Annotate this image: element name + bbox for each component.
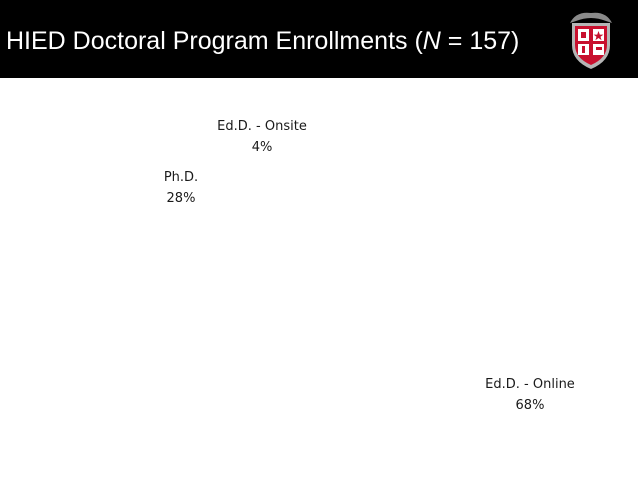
chart-title-n: N — [422, 27, 441, 55]
crest-star — [593, 31, 604, 41]
slice-category-phd: Ph.D. — [163, 170, 199, 185]
title-bar: HIED Doctoral Program Enrollments (N = 1… — [0, 0, 638, 78]
chart-title-prefix: HIED Doctoral Program Enrollments ( — [6, 27, 423, 55]
slice-percent-edd-online: 68% — [515, 398, 545, 413]
university-crest-logo — [570, 12, 612, 69]
slice-edd-online — [189, 117, 477, 419]
pie-chart — [189, 117, 491, 419]
chart-area: Ed.D. - Onsite 4% Ph.D. 28% Ed.D. - Onli… — [0, 78, 638, 479]
chart-title: HIED Doctoral Program Enrollments (N = 1… — [6, 25, 519, 57]
crest-mark-4 — [596, 47, 602, 50]
slice-category-edd-onsite: Ed.D. - Onsite — [217, 119, 307, 134]
slice-label-phd: Ph.D. 28% — [164, 167, 198, 209]
slice-percent-edd-onsite: 4% — [251, 140, 273, 155]
slice-label-edd-online: Ed.D. - Online 68% — [485, 374, 575, 416]
slice-percent-phd: 28% — [166, 191, 196, 206]
slice-phd — [339, 122, 491, 333]
slice-label-edd-onsite: Ed.D. - Onsite 4% — [217, 116, 307, 158]
crest-mark-3 — [582, 46, 585, 53]
slice-category-edd-online: Ed.D. - Online — [485, 377, 575, 392]
crest-mark-1 — [581, 32, 586, 38]
crest-wings — [570, 12, 612, 23]
chart-title-suffix: = 157) — [440, 27, 520, 55]
